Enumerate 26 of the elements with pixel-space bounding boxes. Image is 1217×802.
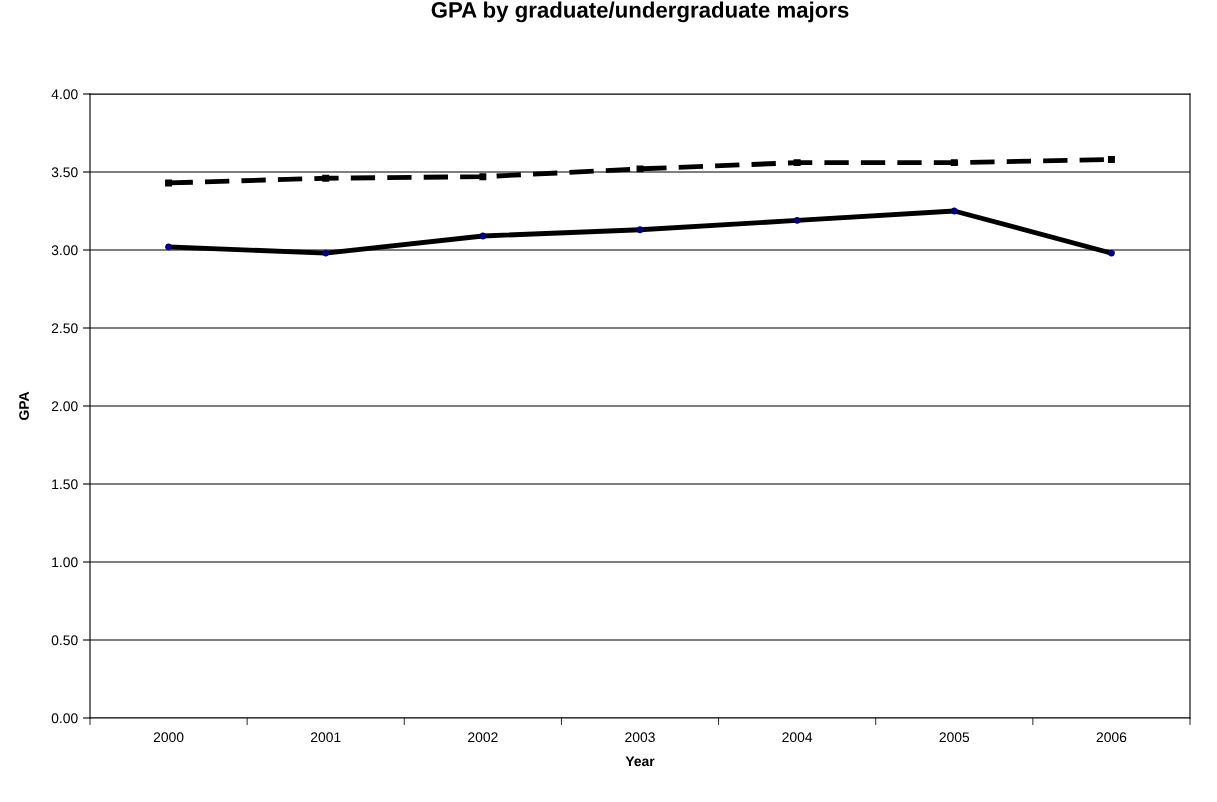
point bbox=[636, 165, 644, 173]
y-tick-label: 1.00 bbox=[52, 557, 78, 568]
point bbox=[479, 173, 487, 181]
point bbox=[950, 159, 958, 167]
x-tick-label: 2006 bbox=[1096, 732, 1127, 743]
y-axis-title: GPA bbox=[19, 391, 29, 420]
x-tick-label: 2004 bbox=[782, 732, 813, 743]
point bbox=[322, 174, 330, 182]
y-tick-label: 0.00 bbox=[51, 713, 78, 724]
point bbox=[793, 159, 801, 167]
y-tick-label: 1.50 bbox=[52, 479, 78, 490]
x-tick-label: 2001 bbox=[310, 732, 341, 743]
y-tick-label: 3.50 bbox=[51, 167, 78, 178]
y-tick-label: 3.00 bbox=[51, 245, 78, 256]
x-tick-label: 2000 bbox=[153, 732, 184, 743]
x-tick-label: 2003 bbox=[625, 732, 655, 743]
x-tick-label: 2002 bbox=[468, 732, 498, 743]
y-tick-label: 4.00 bbox=[51, 89, 78, 100]
x-axis-title: Year bbox=[625, 756, 655, 767]
y-tick-label: 2.00 bbox=[51, 401, 78, 412]
chart-title: GPA by graduate/undergraduate majors bbox=[431, 1, 849, 23]
x-tick-label: 2005 bbox=[939, 732, 970, 743]
y-tick-label: 2.50 bbox=[51, 323, 78, 334]
point bbox=[165, 179, 173, 187]
point bbox=[1107, 156, 1115, 163]
y-tick-label: 0.50 bbox=[51, 635, 78, 646]
